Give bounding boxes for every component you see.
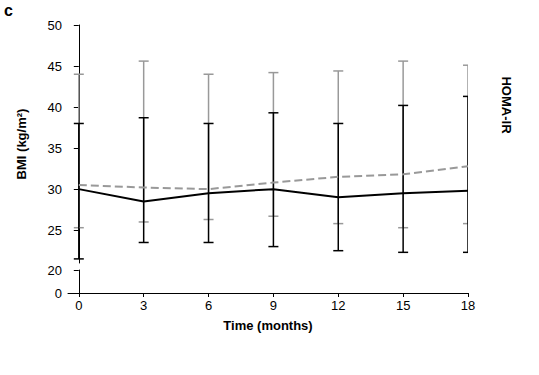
svg-text:0: 0 (75, 298, 82, 313)
svg-text:20: 20 (48, 263, 62, 278)
svg-text:HOMA-IR: HOMA-IR (499, 76, 514, 134)
svg-text:35: 35 (48, 141, 62, 156)
svg-text:25: 25 (48, 223, 62, 238)
svg-text:Time (months): Time (months) (223, 318, 312, 333)
svg-text:BMI (kg/m²): BMI (kg/m²) (14, 109, 29, 180)
svg-text:30: 30 (48, 182, 62, 197)
svg-text:50: 50 (48, 18, 62, 33)
svg-text:3: 3 (140, 298, 147, 313)
svg-text:40: 40 (48, 100, 62, 115)
svg-text:12: 12 (331, 298, 345, 313)
svg-text:15: 15 (396, 298, 410, 313)
svg-text:9: 9 (270, 298, 277, 313)
svg-text:0: 0 (55, 286, 62, 301)
svg-text:45: 45 (48, 59, 62, 74)
svg-text:c: c (4, 2, 13, 19)
svg-text:6: 6 (205, 298, 212, 313)
svg-text:18: 18 (461, 298, 475, 313)
